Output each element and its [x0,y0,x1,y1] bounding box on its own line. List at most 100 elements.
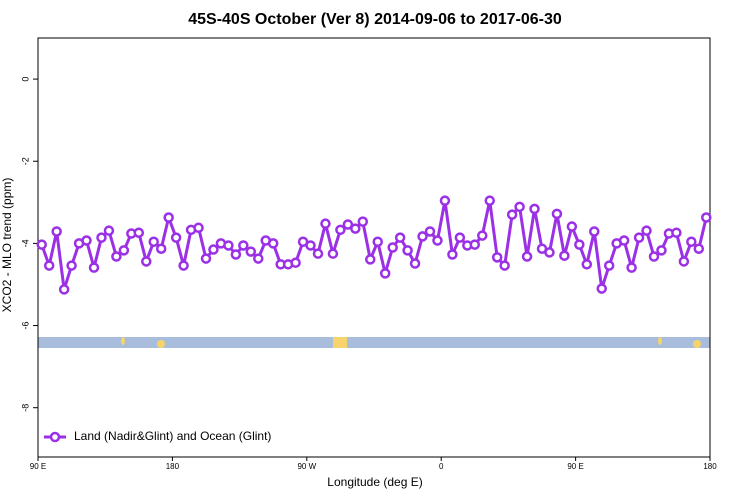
data-point [118,245,130,256]
land-patch [658,337,662,345]
data-point [506,209,518,220]
data-point [365,254,376,265]
data-point [596,283,607,294]
data-point [633,232,645,243]
data-point [454,232,466,243]
ocean-band [38,337,710,348]
data-point [574,239,585,250]
x-tick-label: 90 E [567,462,583,471]
data-point [641,225,652,236]
y-tick-label: -2 [20,157,30,165]
data-point [693,243,705,254]
data-point [626,262,637,273]
data-point [170,232,182,243]
data-point [581,259,593,270]
data-point [200,253,212,264]
data-point [648,251,660,262]
data-point [439,195,451,206]
land-patch [693,340,701,348]
data-point [686,236,697,247]
land-patch [333,337,347,348]
x-tick-label: 0 [439,462,444,471]
chart-title: 45S-40S October (Ver 8) 2014-09-06 to 20… [188,11,562,28]
data-point [491,252,503,263]
data-point [469,239,481,250]
data-point [618,235,630,246]
data-point [514,201,525,213]
x-tick-label: 90 W [297,462,316,471]
data-point [36,239,47,250]
data-point [566,221,578,232]
data-point [589,226,600,237]
data-point [253,253,264,264]
x-tick-label: 180 [166,462,180,471]
y-tick-label: 0 [20,77,30,82]
x-tick-label: 180 [703,462,717,471]
data-point [477,230,488,241]
data-point [148,236,159,247]
y-tick-label: -8 [20,404,30,412]
data-point [51,226,62,237]
x-axis-label: Longitude (deg E) [327,475,422,489]
data-point [350,223,361,234]
data-point [701,212,712,223]
data-point [267,238,279,249]
data-point [499,260,510,271]
y-tick-label: -6 [20,322,30,330]
data-point [379,268,391,279]
data-point [58,284,70,295]
data-point [178,260,189,271]
data-point [402,245,413,256]
land-patch [121,337,125,345]
data-point [603,260,615,271]
data-point [155,243,167,254]
data-point [245,246,257,257]
y-axis-label: XCO2 - MLO trend (ppm) [0,178,14,313]
data-point [88,262,100,273]
data-point [447,249,458,260]
data-point [43,260,55,271]
data-point [544,247,555,258]
data-point [656,245,667,256]
data-point [424,226,436,237]
data-point [290,257,301,268]
data-point [671,227,682,238]
data-point [678,256,690,267]
data-point [193,222,204,234]
data-point [223,240,234,251]
legend-marker [49,431,61,443]
data-point [342,219,354,230]
land-patch [157,340,165,348]
land-ocean-strip [38,337,710,348]
data-point [96,232,107,243]
data-point [141,256,152,267]
data-point [521,251,533,262]
y-tick-label: -4 [20,239,30,247]
data-point [238,240,249,251]
data-point [66,260,77,271]
data-point [305,240,316,251]
data-point [312,248,324,259]
data-point [81,235,92,246]
data-point [327,248,339,259]
legend-label: Land (Nadir&Glint) and Ocean (Glint) [74,429,271,443]
x-tick-label: 90 E [30,462,46,471]
data-point [432,235,443,246]
data-point [208,244,219,255]
data-point [417,231,428,242]
data-point [320,218,331,229]
data-point [484,195,495,206]
data-point [163,212,174,223]
data-point [230,249,242,260]
data-point [551,208,563,220]
data-point [409,258,421,269]
data-point [357,216,369,227]
data-point [372,236,383,247]
data-point [103,225,115,236]
data-point [394,232,406,243]
data-point [559,250,570,261]
data-point [133,227,145,238]
legend: Land (Nadir&Glint) and Ocean (Glint) [44,429,271,443]
data-point [529,203,540,215]
